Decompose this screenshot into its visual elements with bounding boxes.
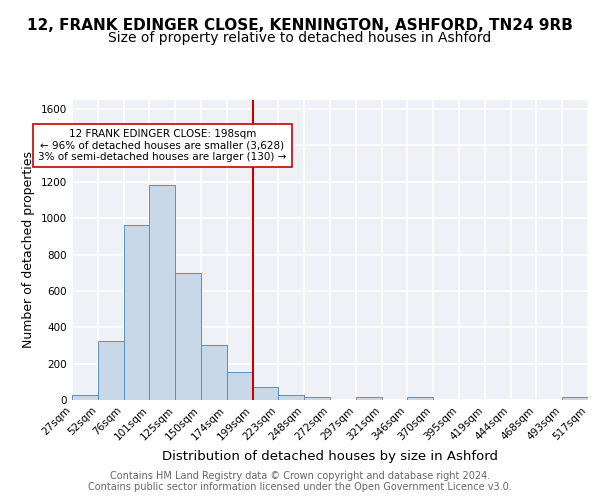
Bar [98, 341, 124, 400]
Text: 12 FRANK EDINGER CLOSE: 198sqm
← 96% of detached houses are smaller (3,628)
3% o: 12 FRANK EDINGER CLOSE: 198sqm ← 96% of … [38, 129, 286, 162]
Text: Contains HM Land Registry data © Crown copyright and database right 2024.
Contai: Contains HM Land Registry data © Crown c… [88, 471, 512, 492]
Bar [72, 394, 98, 400]
Bar [356, 398, 382, 400]
Bar [149, 184, 175, 400]
Bar [407, 398, 433, 400]
Bar [124, 224, 149, 400]
Bar [278, 396, 304, 400]
X-axis label: Distribution of detached houses by size in Ashford: Distribution of detached houses by size … [162, 450, 498, 463]
Bar [562, 398, 588, 400]
Bar [175, 272, 201, 400]
Text: Size of property relative to detached houses in Ashford: Size of property relative to detached ho… [109, 31, 491, 45]
Bar [304, 398, 330, 400]
Y-axis label: Number of detached properties: Number of detached properties [22, 152, 35, 348]
Bar [253, 388, 278, 400]
Text: 12, FRANK EDINGER CLOSE, KENNINGTON, ASHFORD, TN24 9RB: 12, FRANK EDINGER CLOSE, KENNINGTON, ASH… [27, 18, 573, 32]
Bar [201, 346, 227, 400]
Bar [227, 372, 253, 400]
